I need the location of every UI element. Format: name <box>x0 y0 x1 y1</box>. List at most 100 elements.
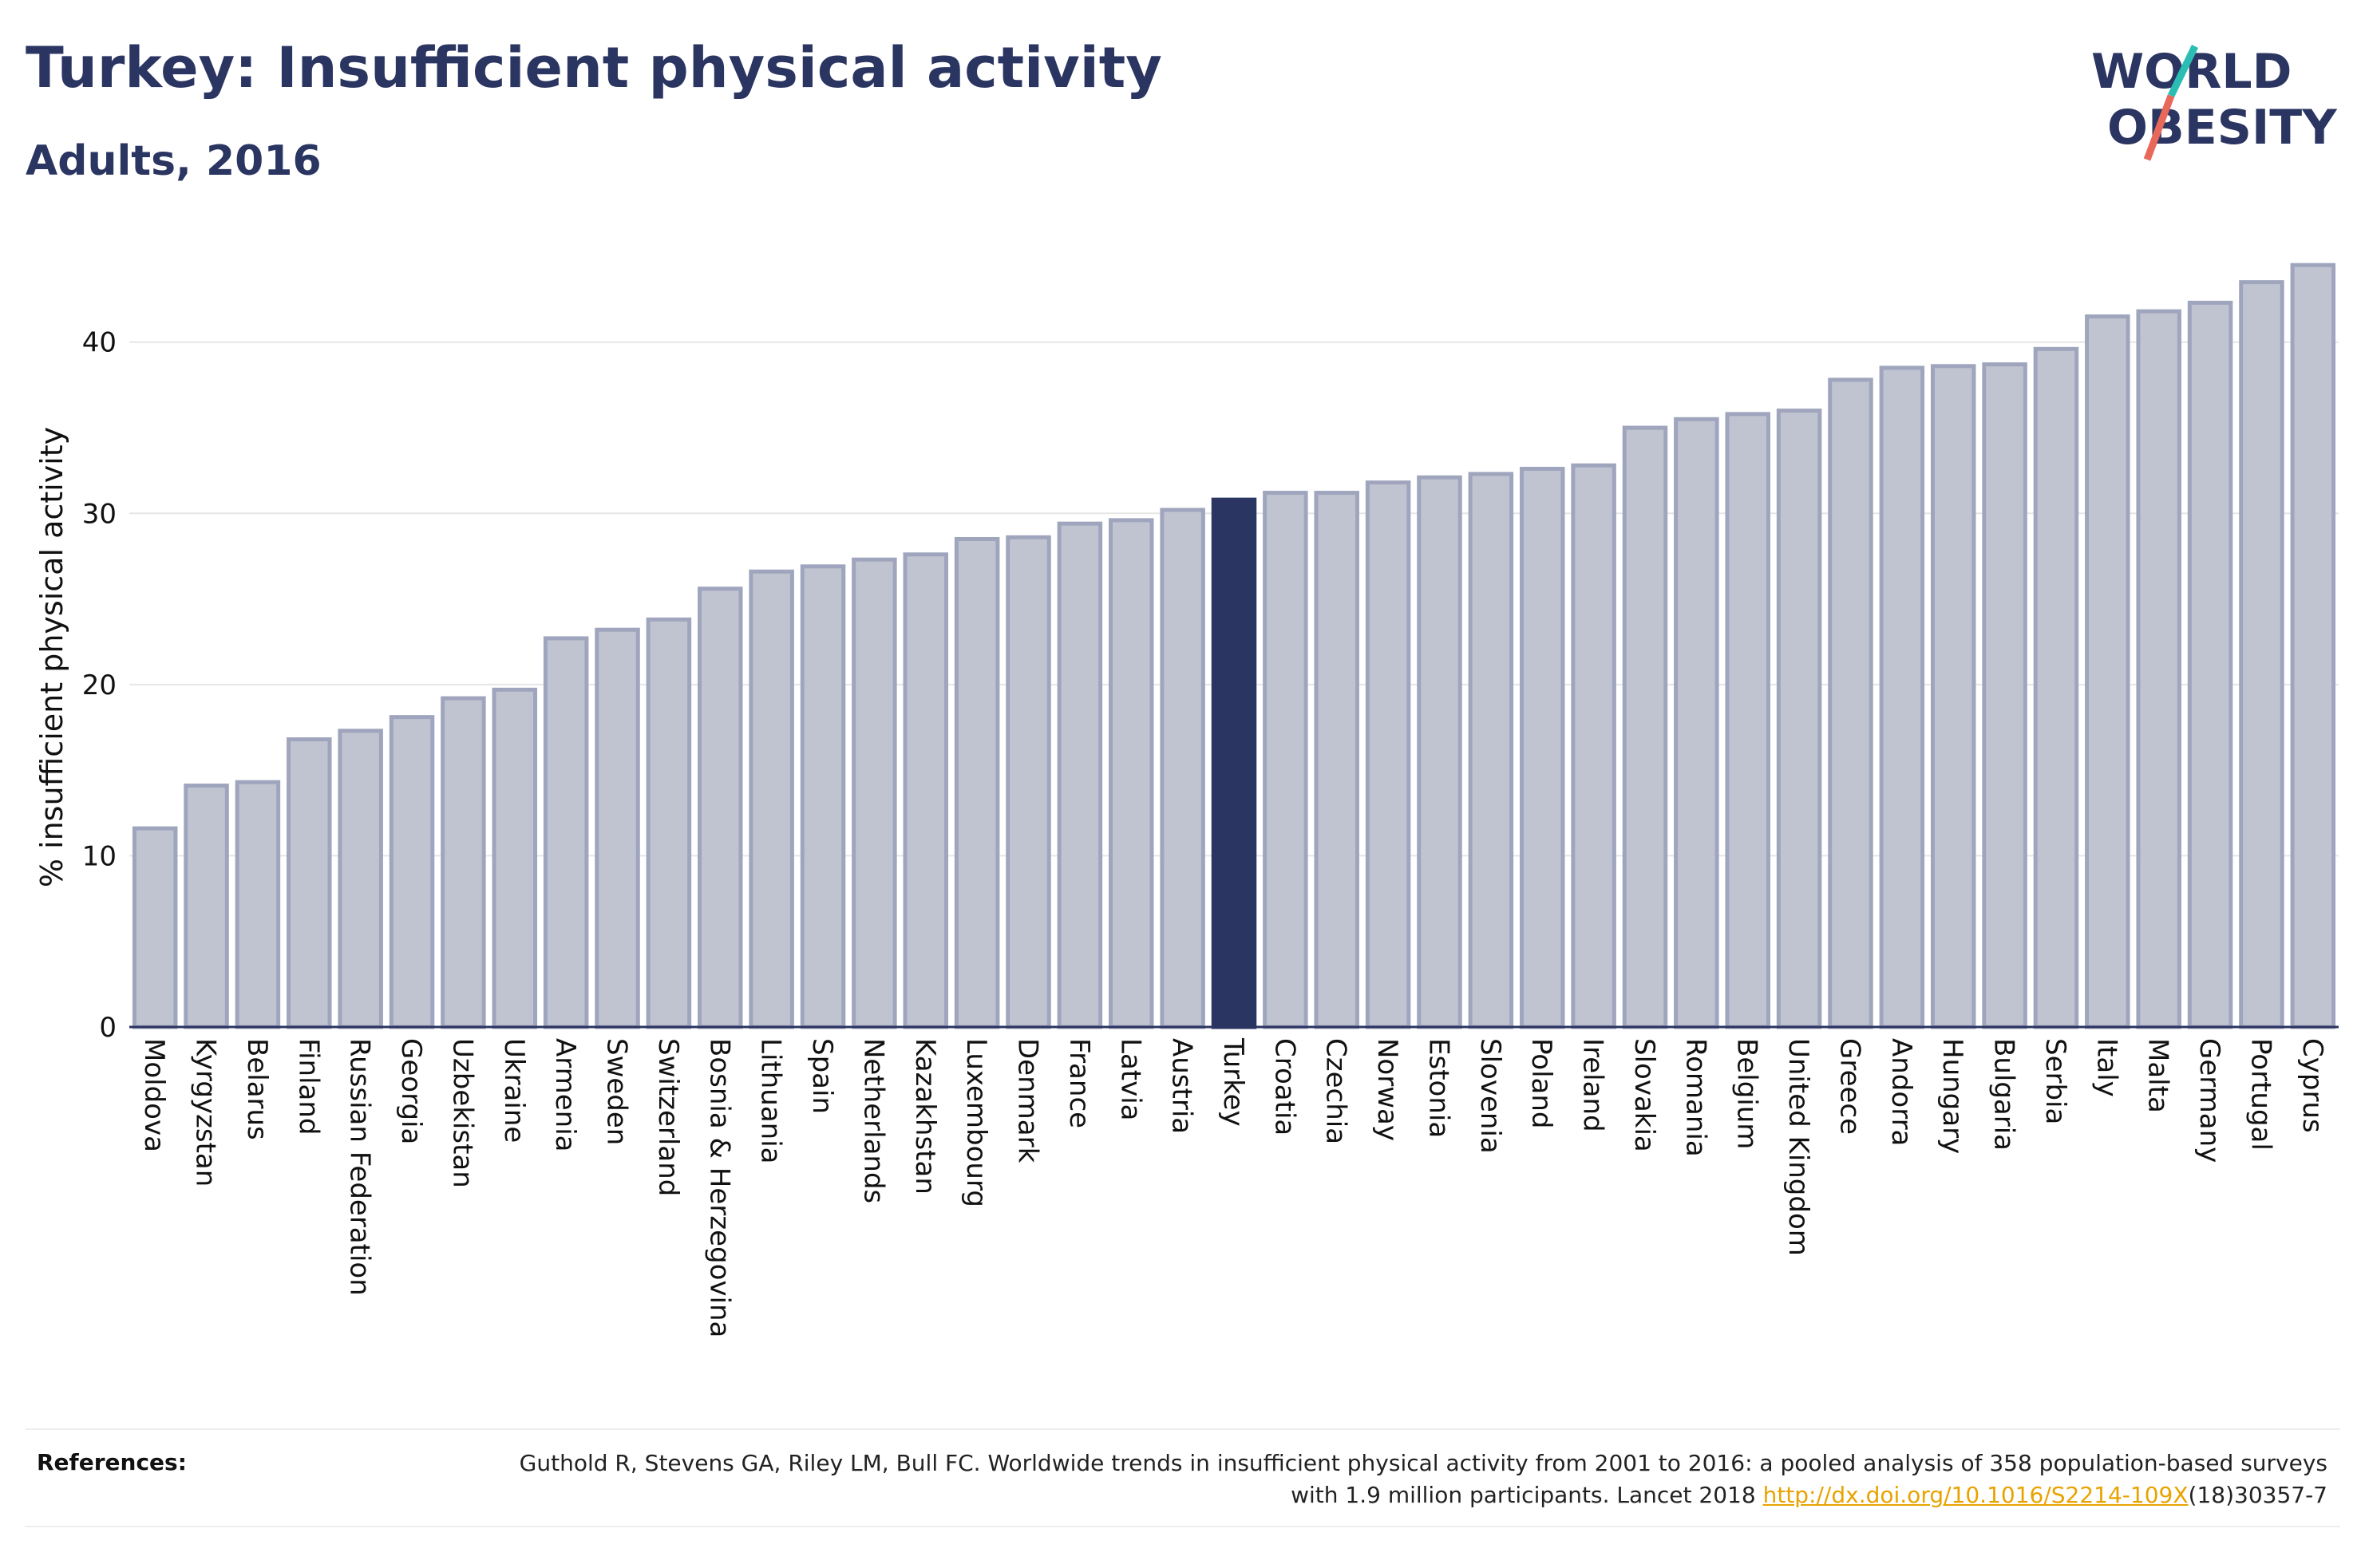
x-tick-label: Austria <box>1166 1038 1198 1134</box>
bar-austria <box>1160 508 1205 1029</box>
bar-hungary <box>1930 364 1976 1029</box>
x-tick-label: Czechia <box>1320 1038 1352 1144</box>
bar-russian-federation <box>338 729 383 1029</box>
world-obesity-logo: WORLD OBESITY <box>2091 44 2338 161</box>
x-tick-label: United Kingdom <box>1782 1038 1814 1256</box>
x-tick-label: Slovenia <box>1474 1038 1506 1154</box>
bar-czechia <box>1314 491 1359 1029</box>
chart-title: Turkey: Insufficient physical activity <box>26 35 1162 101</box>
x-tick-label: Ireland <box>1577 1038 1609 1132</box>
x-tick-label: Greece <box>1833 1038 1865 1135</box>
x-tick-label: Poland <box>1525 1038 1557 1129</box>
bar-italy <box>2085 314 2130 1029</box>
references-doi-link[interactable]: http://dx.doi.org/10.1016/S2214-109X <box>1762 1482 2189 1508</box>
bar-bulgaria <box>1982 362 2027 1029</box>
references-text: Guthold R, Stevens GA, Riley LM, Bull FC… <box>492 1448 2327 1511</box>
logo-slash-teal <box>2167 45 2199 97</box>
x-tick-label: Bosnia & Herzegovina <box>703 1038 735 1337</box>
x-tick-label: Luxembourg <box>960 1038 992 1207</box>
bar-switzerland <box>646 617 692 1029</box>
x-tick-label: Lithuania <box>755 1038 787 1163</box>
bar-cyprus <box>2290 263 2336 1029</box>
x-tick-label: Georgia <box>395 1038 427 1144</box>
x-tick-label: Switzerland <box>652 1038 684 1196</box>
x-tick-label: Portugal <box>2244 1038 2276 1151</box>
bar-portugal <box>2239 280 2284 1029</box>
x-tick-label: Moldova <box>138 1038 170 1152</box>
bar-kazakhstan <box>903 552 949 1029</box>
bar-lithuania <box>749 569 794 1029</box>
y-axis-label: % insufficient physical activity <box>34 427 69 887</box>
x-tick-label: Belarus <box>241 1038 273 1140</box>
bar-latvia <box>1109 518 1154 1029</box>
bar-finland <box>287 737 332 1029</box>
x-tick-label: Andorra <box>1885 1038 1917 1146</box>
bar-spain <box>800 564 846 1029</box>
x-tick-label: Armenia <box>549 1038 581 1152</box>
bar-romania <box>1674 417 1719 1029</box>
bar-united-kingdom <box>1776 409 1822 1029</box>
x-tick-label: Malta <box>2142 1038 2174 1113</box>
bar-netherlands <box>852 557 897 1029</box>
bar-sweden <box>595 627 640 1029</box>
x-tick-label: Hungary <box>1936 1038 1968 1154</box>
bar-armenia <box>543 636 589 1029</box>
x-tick-label: Belgium <box>1731 1038 1763 1149</box>
x-tick-label: Croatia <box>1268 1038 1300 1136</box>
bar-serbia <box>2033 346 2079 1029</box>
x-tick-label: Serbia <box>2039 1038 2071 1124</box>
bar-turkey <box>1211 497 1257 1029</box>
bar-uzbekistan <box>441 696 486 1029</box>
chart-subtitle: Adults, 2016 <box>26 137 322 185</box>
bar-chart: 0 10 20 30 40 % insufficient physical activit… <box>34 263 2339 1337</box>
bar-poland <box>1519 467 1565 1029</box>
x-tick-label: Bulgaria <box>1988 1038 2020 1151</box>
x-tick-label: Netherlands <box>857 1038 889 1203</box>
bar-bosnia-herzegovina <box>698 587 743 1029</box>
bar-croatia <box>1263 491 1308 1029</box>
references-panel: References: Guthold R, Stevens GA, Riley… <box>26 1428 2340 1527</box>
x-tick-label: Norway <box>1371 1038 1403 1141</box>
bar-germany <box>2187 300 2233 1029</box>
x-tick-label: Sweden <box>601 1038 633 1145</box>
bar-slovenia <box>1468 472 1514 1029</box>
x-tick-label: Ukraine <box>498 1038 530 1143</box>
logo-line2: OBESITY <box>2107 100 2338 156</box>
references-citation: Guthold R, Stevens GA, Riley LM, Bull FC… <box>519 1450 2327 1508</box>
y-tick-label: 40 <box>82 327 117 359</box>
bar-belgium <box>1725 412 1770 1029</box>
x-tick-label: Turkey <box>1217 1037 1249 1127</box>
x-tick-label: Spain <box>806 1038 838 1114</box>
x-tick-label: France <box>1063 1038 1095 1128</box>
bar-belarus <box>235 780 281 1029</box>
bar-norway <box>1365 480 1411 1029</box>
x-tick-label: Romania <box>1679 1038 1711 1157</box>
y-tick-label: 20 <box>82 669 117 701</box>
bar-luxembourg <box>954 536 1000 1029</box>
x-tick-label: Cyprus <box>2296 1038 2328 1133</box>
bar-france <box>1057 521 1103 1029</box>
y-tick-label: 0 <box>99 1012 117 1044</box>
bar-ireland <box>1571 463 1616 1029</box>
x-tick-label: Kyrgyzstan <box>190 1038 222 1187</box>
x-tick-label: Russian Federation <box>344 1038 376 1296</box>
bar-greece <box>1828 377 1873 1029</box>
references-label: References: <box>37 1449 187 1475</box>
bar-moldova <box>132 826 178 1029</box>
bar-malta <box>2136 309 2181 1029</box>
bar-denmark <box>1006 535 1051 1029</box>
x-tick-label: Slovakia <box>1628 1038 1660 1152</box>
x-tick-label: Germany <box>2193 1038 2225 1163</box>
x-tick-label: Finland <box>292 1038 324 1136</box>
x-tick-label: Denmark <box>1012 1038 1044 1163</box>
x-tick-label: Italy <box>2090 1038 2122 1097</box>
y-tick-label: 10 <box>82 840 117 872</box>
x-tick-label: Kazakhstan <box>909 1038 941 1195</box>
x-tick-label: Latvia <box>1114 1038 1146 1121</box>
bar-georgia <box>389 715 435 1029</box>
bar-kyrgyzstan <box>184 783 229 1029</box>
y-tick-label: 30 <box>82 498 117 530</box>
bar-ukraine <box>492 687 538 1029</box>
x-tick-label: Uzbekistan <box>446 1038 478 1188</box>
bar-slovakia <box>1622 425 1668 1029</box>
